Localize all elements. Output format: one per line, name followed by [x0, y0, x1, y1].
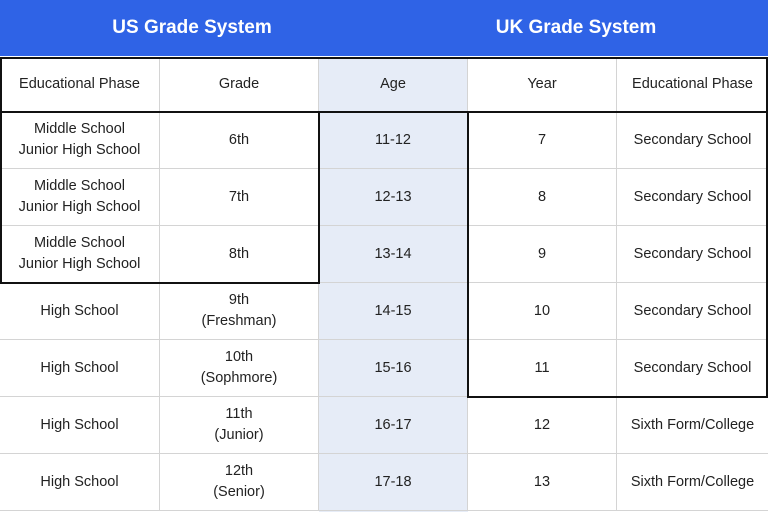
- column-header-us-grade-text: Grade: [218, 75, 260, 92]
- table-cell-us-grade-text: 9th (Freshman): [201, 292, 277, 329]
- table-cell-us-grade: 7th: [160, 169, 319, 226]
- table-cell-uk-phase-text: Sixth Form/College: [630, 416, 755, 433]
- grade-comparison-table: Educational Phase Grade Age Year Educational…: [0, 57, 768, 512]
- table-cell-age: 14-15: [319, 283, 468, 340]
- table-cell-uk-year: 10: [468, 283, 617, 340]
- table-cell-us-phase-text: High School: [40, 359, 119, 376]
- table-cell-us-grade-text: 8th: [228, 245, 250, 262]
- table-cell-age: 15-16: [319, 340, 468, 397]
- table-cell-us-phase: High School: [0, 283, 160, 340]
- table-cell-us-phase-text: Middle School Junior High School: [18, 121, 141, 158]
- table-cell-uk-year: 13: [468, 454, 617, 511]
- table-cell-us-phase: High School: [0, 397, 160, 454]
- table-cell-age-text: 15-16: [374, 359, 412, 376]
- table-cell-age-text: 17-18: [374, 473, 412, 490]
- table-cell-us-grade: 8th: [160, 226, 319, 283]
- table-cell-us-grade: 9th (Freshman): [160, 283, 319, 340]
- column-header-uk-year-text: Year: [527, 75, 557, 92]
- table-cell-us-phase-text: Middle School Junior High School: [18, 235, 141, 272]
- table-cell-us-grade-text: 11th (Junior): [214, 406, 264, 443]
- table-cell-us-grade-text: 7th: [228, 188, 250, 205]
- table-cell-age-text: 11-12: [374, 131, 411, 148]
- table-cell-uk-year-text: 11: [534, 359, 550, 376]
- table-cell-us-grade: 6th: [160, 112, 319, 169]
- table-cell-us-phase: Middle School Junior High School: [0, 112, 160, 169]
- column-header-us-phase: Educational Phase: [0, 57, 160, 112]
- column-header-us-phase-text: Educational Phase: [19, 75, 140, 92]
- table-cell-uk-year: 7: [468, 112, 617, 169]
- table-cell-uk-phase: Sixth Form/College: [617, 397, 768, 454]
- header-bar: US Grade System UK Grade System: [0, 0, 768, 56]
- column-header-age: Age: [319, 57, 468, 112]
- table-cell-us-grade-text: 12th (Senior): [213, 463, 265, 500]
- table-cell-uk-phase: Secondary School: [617, 112, 768, 169]
- table-cell-age-text: 14-15: [374, 302, 412, 319]
- table-cell-us-phase: High School: [0, 454, 160, 511]
- table-cell-uk-year: 12: [468, 397, 617, 454]
- table-cell-uk-phase-text: Secondary School: [633, 131, 752, 148]
- table-cell-uk-phase: Secondary School: [617, 226, 768, 283]
- table-cell-uk-phase: Secondary School: [617, 283, 768, 340]
- table-cell-us-phase-text: High School: [40, 302, 119, 319]
- table-cell-uk-year: 11: [468, 340, 617, 397]
- table-cell-us-grade: 11th (Junior): [160, 397, 319, 454]
- table-cell-uk-year-text: 8: [537, 188, 547, 205]
- table-cell-us-phase-text: High School: [40, 416, 119, 433]
- table-cell-us-grade: 10th (Sophmore): [160, 340, 319, 397]
- table-cell-age: 12-13: [319, 169, 468, 226]
- table-cell-us-phase-text: High School: [40, 473, 119, 490]
- column-header-uk-phase-text: Educational Phase: [632, 75, 753, 92]
- table-cell-age-text: 12-13: [374, 188, 412, 205]
- age-column-background: [319, 57, 468, 512]
- column-header-uk-phase: Educational Phase: [617, 57, 768, 112]
- table-cell-age-text: 16-17: [374, 416, 412, 433]
- table-cell-uk-year: 9: [468, 226, 617, 283]
- table-cell-uk-phase: Secondary School: [617, 340, 768, 397]
- table-cell-uk-phase-text: Secondary School: [633, 188, 752, 205]
- column-header-age-text: Age: [380, 75, 406, 92]
- table-cell-uk-year-text: 7: [537, 131, 547, 148]
- table-cell-uk-phase-text: Secondary School: [633, 359, 752, 376]
- table-cell-age: 11-12: [319, 112, 468, 169]
- table-cell-us-grade-text: 10th (Sophmore): [200, 349, 278, 386]
- table-cell-us-phase: High School: [0, 340, 160, 397]
- table-cell-age: 16-17: [319, 397, 468, 454]
- table-cell-us-phase: Middle School Junior High School: [0, 226, 160, 283]
- table-cell-uk-phase-text: Sixth Form/College: [630, 473, 755, 490]
- table-cell-age: 13-14: [319, 226, 468, 283]
- table-cell-us-grade: 12th (Senior): [160, 454, 319, 511]
- table-cell-us-phase: Middle School Junior High School: [0, 169, 160, 226]
- table-cell-uk-year-text: 13: [533, 473, 551, 490]
- table-cell-uk-phase-text: Secondary School: [633, 245, 752, 262]
- table-cell-age-text: 13-14: [374, 245, 412, 262]
- table-cell-us-phase-text: Middle School Junior High School: [18, 178, 141, 215]
- table-cell-age: 17-18: [319, 454, 468, 511]
- table-cell-uk-phase: Secondary School: [617, 169, 768, 226]
- table-cell-uk-year: 8: [468, 169, 617, 226]
- table-cell-uk-year-text: 12: [533, 416, 551, 433]
- table-cell-uk-year-text: 9: [537, 245, 547, 262]
- uk-grade-system-title: UK Grade System: [495, 17, 657, 38]
- column-header-us-grade: Grade: [160, 57, 319, 112]
- table-cell-uk-year-text: 10: [533, 302, 551, 319]
- table-cell-uk-phase: Sixth Form/College: [617, 454, 768, 511]
- us-grade-system-title: US Grade System: [112, 17, 272, 38]
- table-cell-us-grade-text: 6th: [228, 131, 250, 148]
- table-cell-uk-phase-text: Secondary School: [633, 302, 752, 319]
- column-header-uk-year: Year: [468, 57, 617, 112]
